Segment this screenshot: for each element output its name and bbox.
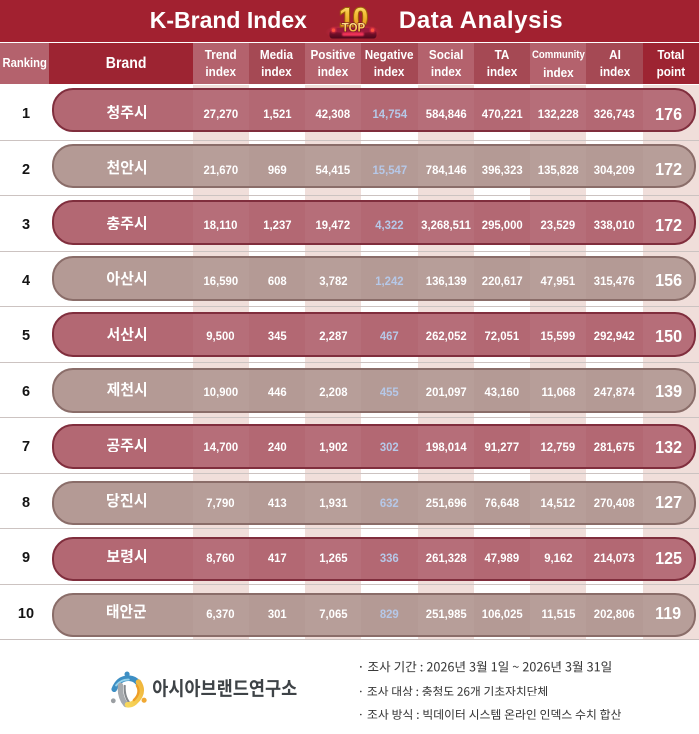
svg-text:TOP: TOP xyxy=(342,22,366,34)
svg-text:10: 10 xyxy=(339,2,367,32)
